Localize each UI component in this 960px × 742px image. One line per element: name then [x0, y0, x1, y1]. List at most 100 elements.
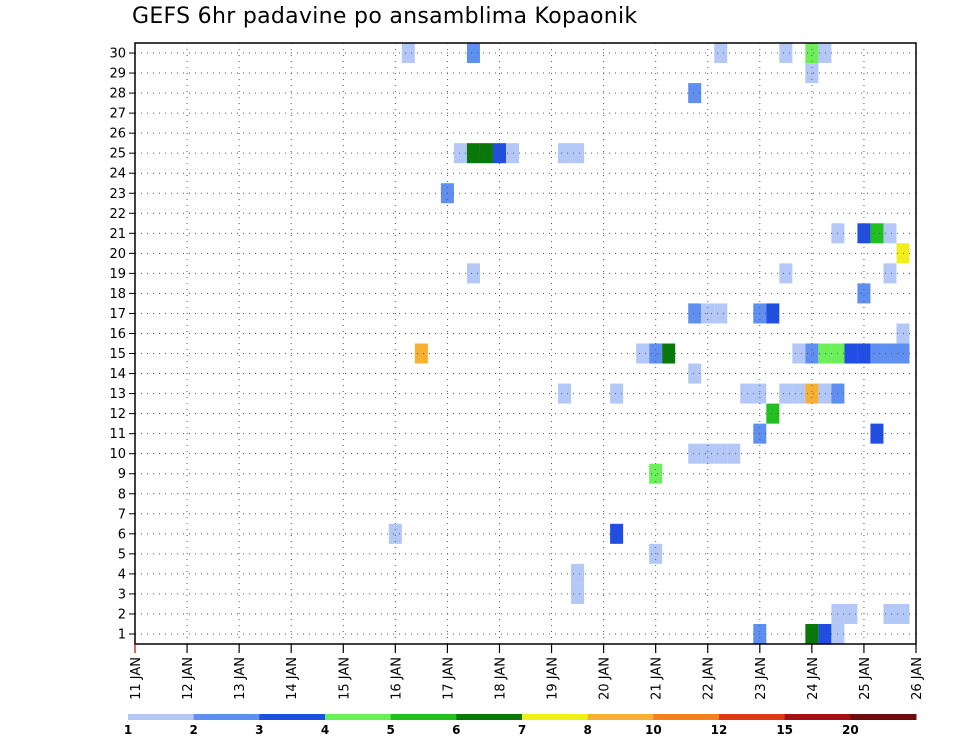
x-tick-label: 23 JAN [754, 657, 769, 700]
heatmap-cell [505, 143, 519, 164]
y-tick-label: 28 [109, 87, 126, 102]
legend-swatch [522, 714, 589, 720]
heatmap-cell [714, 43, 728, 64]
y-tick-label: 11 [109, 427, 126, 442]
y-tick-label: 27 [109, 107, 126, 122]
x-tick-label: 14 JAN [285, 657, 300, 700]
y-tick-label: 21 [109, 227, 126, 242]
legend-label: 12 [711, 723, 728, 737]
y-tick-label: 6 [118, 527, 126, 542]
heatmap-cell [571, 583, 585, 604]
heatmap-cell [649, 343, 663, 364]
heatmap-cell [492, 143, 506, 164]
heatmap-cell [779, 43, 793, 64]
y-axis: 1234567891011121314151617181920212223242… [109, 47, 135, 642]
heatmap-cell [896, 323, 910, 344]
legend-swatch [390, 714, 457, 720]
y-tick-label: 10 [109, 447, 126, 462]
legend-label: 4 [321, 723, 329, 737]
x-tick-label: 15 JAN [337, 657, 352, 700]
heatmap-cell [779, 263, 793, 284]
heatmap-cell [792, 383, 806, 404]
x-axis: 11 JAN 12 JAN 13 JAN 14 JAN 15 JAN 16 JAN 17 J… [129, 644, 925, 700]
x-tick-label: 22 JAN [702, 657, 717, 700]
heatmap-cell [610, 523, 624, 544]
plot-frame [134, 42, 917, 645]
heatmap-cell [701, 443, 715, 464]
x-tick-label: 16 JAN [389, 657, 404, 700]
y-tick-label: 4 [118, 567, 126, 582]
y-tick-label: 19 [109, 267, 126, 282]
heatmap-cell [883, 263, 897, 284]
heatmap-cell [779, 383, 793, 404]
heatmap-cell [870, 343, 884, 364]
legend-label: 1 [124, 723, 132, 737]
heatmap-cell [883, 223, 897, 244]
x-tick-label: 12 JAN [181, 657, 196, 700]
heatmap-cell [466, 263, 480, 284]
x-tick-label: 25 JAN [858, 657, 873, 700]
grid-lines [134, 43, 917, 644]
legend-swatch [128, 714, 195, 720]
heatmap-cell [388, 523, 402, 544]
legend-swatch [653, 714, 720, 720]
legend-label: 7 [518, 723, 526, 737]
heatmap-cell [857, 283, 871, 304]
heatmap-cell [805, 623, 819, 644]
legend-swatch [719, 714, 786, 720]
y-tick-label: 7 [118, 507, 126, 522]
heatmap-cell [479, 143, 493, 164]
heatmap-cell [466, 143, 480, 164]
heatmap-cells [388, 43, 910, 644]
heatmap-cell [558, 143, 572, 164]
heatmap-cell [558, 383, 572, 404]
heatmap-cell [844, 603, 858, 624]
legend-swatch [325, 714, 392, 720]
x-tick-label: 11 JAN [129, 657, 144, 700]
heatmap-cell [818, 343, 832, 364]
x-tick-label: 21 JAN [650, 657, 665, 700]
legend-label: 8 [583, 723, 591, 737]
y-tick-label: 3 [118, 587, 126, 602]
legend-swatch [850, 714, 917, 720]
y-tick-label: 18 [109, 287, 126, 302]
y-tick-label: 14 [109, 367, 126, 382]
x-tick-label: 24 JAN [806, 657, 821, 700]
y-tick-label: 24 [109, 167, 126, 182]
legend-swatch [784, 714, 851, 720]
legend-label: 10 [645, 723, 662, 737]
legend-label: 15 [776, 723, 793, 737]
heatmap-cell [870, 223, 884, 244]
x-tick-label: 18 JAN [493, 657, 508, 700]
heatmap-cell [896, 343, 910, 364]
heatmap-cell [649, 463, 663, 484]
heatmap-cell [688, 83, 702, 104]
heatmap-cell [571, 563, 585, 584]
heatmap-cell [688, 443, 702, 464]
y-tick-label: 2 [118, 607, 126, 622]
heatmap-cell [870, 423, 884, 444]
heatmap-cell [714, 303, 728, 324]
heatmap-cell [883, 343, 897, 364]
color-legend: 1 2 3 4 5 6 7 8 10 12 15 20 [124, 714, 917, 737]
legend-label: 20 [842, 723, 859, 737]
y-tick-label: 23 [109, 187, 126, 202]
heatmap-cell [792, 343, 806, 364]
x-tick-label: 13 JAN [233, 657, 248, 700]
y-tick-label: 25 [109, 147, 126, 162]
heatmap-cell [727, 443, 741, 464]
heatmap-cell [466, 43, 480, 64]
heatmap-cell [805, 43, 819, 64]
y-tick-label: 9 [118, 467, 126, 482]
heatmap-cell [818, 43, 832, 64]
y-tick-label: 17 [109, 307, 126, 322]
y-tick-label: 26 [109, 127, 126, 142]
legend-label: 3 [255, 723, 263, 737]
legend-swatch [587, 714, 654, 720]
heatmap-cell [571, 143, 585, 164]
heatmap-cell [740, 383, 754, 404]
heatmap-cell [714, 443, 728, 464]
heatmap-cell [636, 343, 650, 364]
heatmap-cell [688, 363, 702, 384]
heatmap-cell [805, 343, 819, 364]
